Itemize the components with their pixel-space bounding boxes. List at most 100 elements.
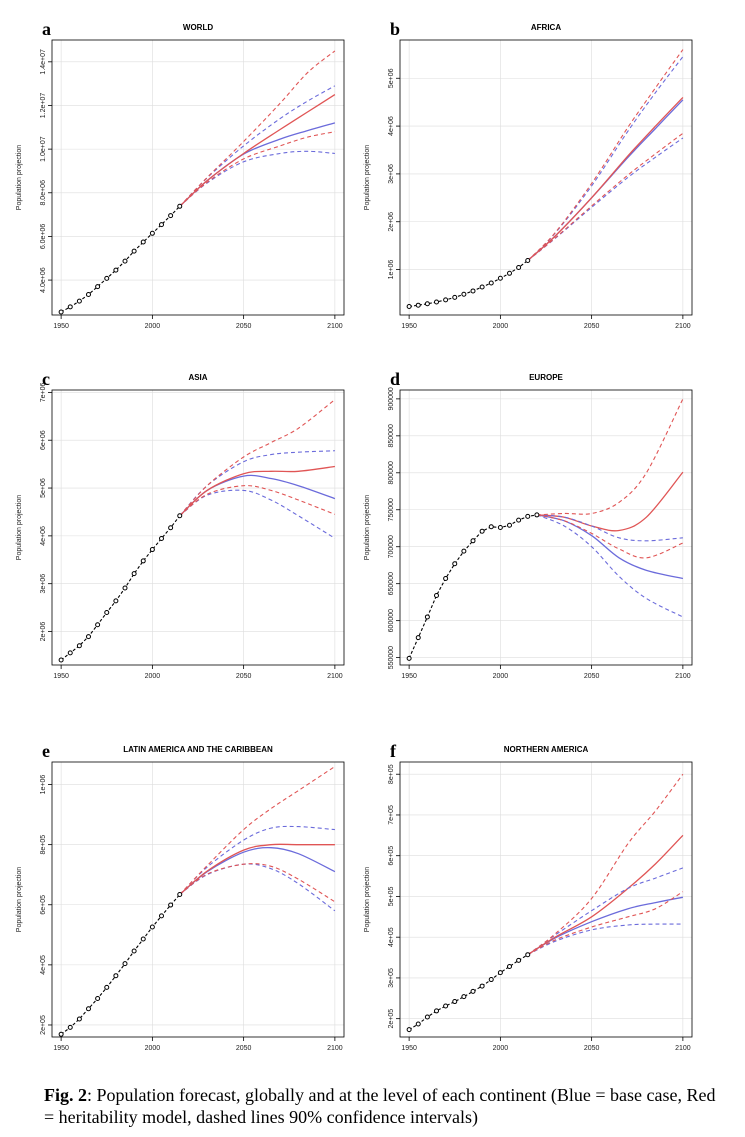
historical-point [497, 275, 503, 281]
historical-point [525, 257, 531, 263]
plot-frame [51, 39, 345, 316]
panel-c: 1950 2000 2050 2100 2e+06 3e+06 4e+06 5e+06 6e+0… [16, 369, 345, 680]
historical-point [168, 213, 174, 219]
y-tick-label: 6e+06 [40, 430, 47, 450]
y-tick-label: 1e+06 [40, 775, 47, 795]
historical-point [58, 657, 64, 663]
x-tick-label: 1950 [53, 1045, 69, 1052]
historical-point [149, 230, 155, 236]
historical-point [95, 622, 101, 628]
plot-frame [51, 761, 345, 1038]
y-tick-label: 7e+06 [40, 382, 47, 402]
historical-point [149, 924, 155, 930]
historical-point [67, 304, 73, 310]
historical-point [177, 513, 183, 519]
historical-point [406, 655, 412, 661]
series-line-heritability-dashed [179, 50, 336, 207]
historical-point [131, 248, 137, 254]
y-tick-label: 900000 [388, 387, 395, 410]
historical-point [443, 1003, 449, 1009]
historical-point [113, 973, 119, 979]
historical-point [461, 291, 467, 297]
panel-letter: f [390, 741, 397, 761]
x-tick-label: 2100 [675, 673, 691, 680]
y-tick-label: 650000 [388, 572, 395, 595]
x-tick-label: 2000 [493, 1045, 509, 1052]
historical-point [159, 536, 164, 541]
historical-point [452, 294, 458, 300]
y-tick-label: 600000 [388, 609, 395, 632]
y-tick-label: 1e+06 [388, 260, 395, 280]
historical-point [168, 525, 174, 531]
y-tick-label: 1.2e+07 [40, 93, 47, 119]
y-tick-label: 6e+05 [388, 846, 395, 866]
historical-point [443, 297, 449, 303]
historical-point [177, 203, 183, 209]
historical-point [452, 999, 458, 1005]
historical-point [67, 650, 73, 656]
series-line-heritability-solid [179, 465, 335, 517]
y-axis-label: Population projection [364, 867, 371, 932]
historical-point [507, 522, 512, 528]
y-tick-label: 5e+06 [40, 478, 47, 498]
panel-b: 1950 2000 2050 2100 1e+06 2e+06 3e+06 4e+06 5e+0… [364, 19, 693, 330]
y-tick-label: 800000 [388, 461, 395, 484]
x-tick-label: 2000 [145, 323, 161, 330]
historical-point [113, 267, 119, 273]
historical-point [461, 994, 467, 1000]
x-tick-label: 1950 [401, 673, 417, 680]
historical-point [159, 222, 164, 228]
y-tick-label: 8.0e+06 [40, 180, 47, 206]
historical-point [525, 513, 531, 519]
x-tick-label: 1950 [401, 1045, 417, 1052]
historical-point [434, 593, 439, 599]
caption-text: : Population forecast, globally and at t… [44, 1085, 716, 1127]
y-tick-label: 3e+06 [388, 164, 395, 184]
series-line-base-dashed [527, 867, 684, 956]
series-line-heritability-dashed [527, 891, 684, 956]
historical-point [122, 961, 128, 967]
panel-letter: d [390, 369, 400, 389]
x-tick-label: 2050 [584, 323, 600, 330]
x-tick-label: 2000 [145, 673, 161, 680]
series-line-heritability-dashed [527, 49, 684, 261]
y-tick-label: 6.0e+06 [40, 224, 47, 250]
series-line-heritability-solid [179, 94, 336, 207]
x-tick-label: 2100 [327, 1045, 343, 1052]
historical-point [488, 280, 494, 286]
y-tick-label: 3e+06 [40, 574, 47, 594]
historical-line [408, 514, 537, 659]
panel-letter: e [42, 741, 50, 761]
historical-point [168, 902, 174, 908]
historical-point [415, 302, 421, 308]
figure: 1950 2000 2050 2100 4.0e+06 6.0e+06 8.0e+06 1.0… [16, 19, 693, 1052]
figure-caption: Fig. 2: Population forecast, globally an… [44, 1084, 724, 1128]
series-line-heritability-dashed [179, 766, 336, 895]
historical-point [434, 1008, 439, 1014]
y-tick-label: 8e+05 [40, 835, 47, 855]
historical-point [104, 984, 110, 990]
y-tick-label: 2e+06 [388, 212, 395, 232]
historical-point [76, 643, 82, 649]
y-tick-label: 4e+05 [388, 927, 395, 947]
historical-point [406, 1027, 412, 1033]
x-tick-label: 1950 [53, 323, 69, 330]
series-line-heritability-dashed [179, 863, 336, 903]
historical-point [104, 610, 110, 616]
series-line-base-dashed [536, 514, 683, 542]
x-tick-label: 2100 [675, 323, 691, 330]
y-axis-label: Population projection [364, 145, 371, 210]
y-tick-label: 750000 [388, 498, 395, 521]
historical-point [122, 258, 128, 264]
series-line-base-dashed [179, 85, 336, 207]
series-line-heritability-dashed [536, 514, 684, 559]
y-tick-label: 6e+05 [40, 895, 47, 915]
historical-point [488, 977, 494, 983]
y-tick-label: 3e+05 [388, 968, 395, 988]
series-line-heritability-solid [179, 843, 335, 895]
historical-point [86, 634, 91, 640]
historical-point [479, 983, 485, 989]
historical-point [104, 275, 110, 281]
panel-letter: b [390, 19, 400, 39]
historical-point [149, 547, 155, 553]
